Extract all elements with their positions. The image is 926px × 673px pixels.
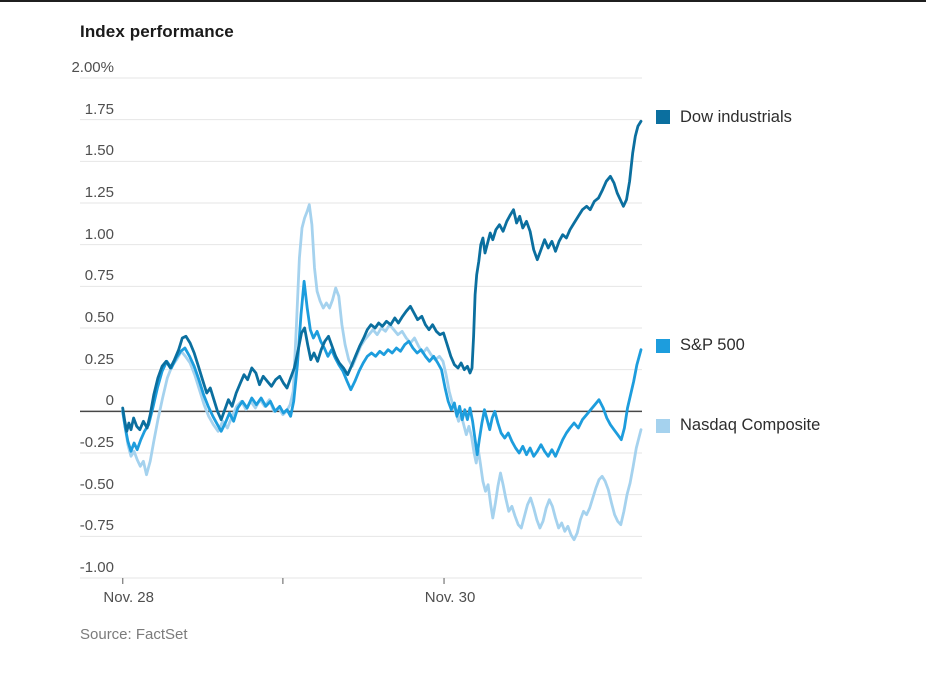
y-tick-label: 1.75: [84, 100, 114, 118]
y-tick-label: 0: [105, 392, 114, 410]
legend-item-nasdaq-composite: Nasdaq Composite: [656, 415, 820, 437]
x-tick-label: Nov. 28: [103, 589, 154, 606]
y-tick-label: -0.50: [79, 475, 114, 493]
source-note: Source: FactSet: [80, 626, 188, 643]
series-line-s-p-500: [121, 279, 643, 458]
legend-swatch: [656, 110, 670, 125]
y-tick-label: 1.00: [84, 225, 114, 243]
top-divider: [0, 0, 926, 2]
y-tick-label: 0.75: [84, 267, 114, 285]
legend-label: Nasdaq Composite: [680, 416, 821, 435]
legend-swatch: [656, 338, 670, 353]
series-line-dow-industrials: [121, 119, 643, 433]
legend-swatch: [656, 418, 670, 433]
y-tick-label: -1.00: [79, 559, 114, 576]
legend-item-s-p-500: S&P 500: [656, 335, 745, 357]
y-tick-label: -0.25: [79, 434, 114, 451]
y-tick-label: 1.50: [84, 142, 114, 160]
legend-label: S&P 500: [680, 336, 745, 355]
y-tick-label: 2.00%: [71, 59, 114, 76]
chart-title: Index performance: [80, 22, 234, 41]
legend-label: Dow industrials: [680, 107, 792, 126]
y-tick-label: -0.75: [79, 517, 114, 535]
y-tick-label: 0.50: [84, 309, 114, 326]
y-tick-label: 0.25: [84, 350, 114, 368]
legend-item-dow-industrials: Dow industrials: [656, 106, 792, 128]
x-tick-label: Nov. 30: [424, 589, 476, 606]
y-tick-label: 1.25: [84, 184, 114, 201]
